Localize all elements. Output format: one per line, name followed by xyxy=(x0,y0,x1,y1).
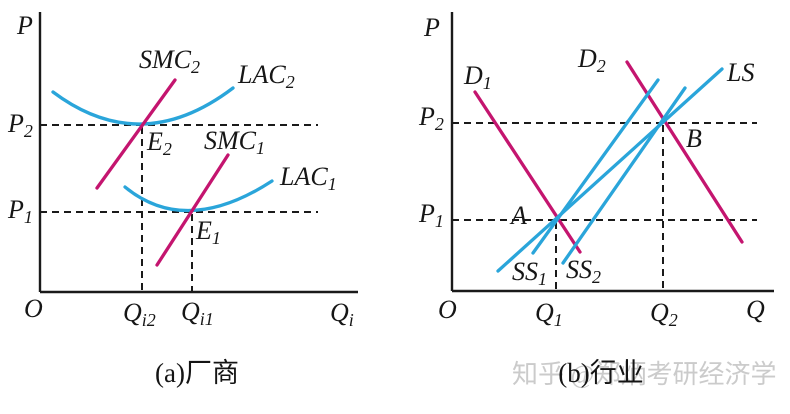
ss2-label-subscript: 2 xyxy=(592,267,601,288)
a-x-axis-label-subscript: i xyxy=(348,310,354,331)
b-p1-label-subscript: 1 xyxy=(434,211,444,232)
lac2-label-text: LAC xyxy=(238,60,286,89)
lac2-label: LAC2 xyxy=(238,60,295,91)
smc1-label-text: SMC xyxy=(204,126,256,155)
ss1-label-text: SS xyxy=(512,257,538,286)
a-p2-label-subscript: 2 xyxy=(23,121,33,142)
point-b-label-text: B xyxy=(686,124,702,153)
smc2-label-subscript: 2 xyxy=(191,57,200,78)
point-b-label: B xyxy=(686,125,702,152)
q2-label-subscript: 2 xyxy=(668,310,678,331)
ss1-curve xyxy=(531,78,660,255)
b-origin-label: O xyxy=(438,296,457,323)
b-y-axis-label: P xyxy=(424,14,440,41)
ss2-curve xyxy=(561,86,687,265)
b-p2-label-subscript: 2 xyxy=(434,114,444,135)
a-qi1-label: Qi1 xyxy=(181,297,214,328)
point-a-label: A xyxy=(511,202,527,229)
lac1-label-text: LAC xyxy=(280,162,328,191)
a-qi2-label-subscript: i2 xyxy=(141,310,156,331)
d1-curve xyxy=(473,90,582,254)
a-qi1-label-subscript: i1 xyxy=(199,309,214,330)
e1-label-subscript: 1 xyxy=(211,228,221,249)
ss2-label: SS2 xyxy=(566,255,601,286)
a-p1-label-subscript: 1 xyxy=(23,207,33,228)
ss1-label: SS1 xyxy=(512,257,547,288)
a-origin-label-text: O xyxy=(24,294,43,323)
a-p1-label-text: P xyxy=(8,195,24,224)
e2-label-subscript: 2 xyxy=(162,139,172,160)
q1-label-subscript: 1 xyxy=(553,310,563,331)
b-p2-label-text: P xyxy=(419,102,435,131)
b-p2-label: P2 xyxy=(419,102,444,133)
smc1-label: SMC1 xyxy=(204,126,265,157)
e2-label-text: E xyxy=(147,127,163,156)
watermark-text: 知乎 @郑炳考研经济学 xyxy=(512,360,777,389)
b-p1-label-text: P xyxy=(419,199,435,228)
lac1-label-subscript: 1 xyxy=(327,174,337,195)
a-p2-label-text: P xyxy=(8,109,24,138)
q2-label-text: Q xyxy=(650,298,669,327)
q1-label: Q1 xyxy=(535,298,563,329)
d2-label: D2 xyxy=(578,44,606,75)
e1-label: E1 xyxy=(196,216,221,247)
panel-b-caption: (b)行业 xyxy=(558,358,644,388)
a-y-axis-label-text: P xyxy=(17,11,33,40)
panel-a-caption: (a)厂商 xyxy=(155,358,239,388)
ss2-label-text: SS xyxy=(566,255,592,284)
d1-label-text: D xyxy=(464,61,483,90)
a-y-axis-label: P xyxy=(17,12,33,39)
a-qi1-label-text: Q xyxy=(181,297,200,326)
point-a-label-text: A xyxy=(511,201,527,230)
lac2-label-subscript: 2 xyxy=(285,72,295,93)
b-y-axis-label-text: P xyxy=(424,13,440,42)
smc2-curve xyxy=(95,78,177,190)
smc2-label: SMC2 xyxy=(139,45,200,76)
ls-label-text: LS xyxy=(727,58,755,87)
ls-curve xyxy=(496,67,724,273)
smc2-label-text: SMC xyxy=(139,45,191,74)
a-x-axis-label-text: Q xyxy=(330,298,349,327)
d1-label: D1 xyxy=(464,61,492,92)
b-p1-label: P1 xyxy=(419,199,444,230)
a-qi2-label: Qi2 xyxy=(123,298,156,329)
b-origin-label-text: O xyxy=(438,295,457,324)
b-x-axis-label: Q xyxy=(746,296,765,323)
a-p1-label: P1 xyxy=(8,195,33,226)
d2-label-subscript: 2 xyxy=(596,56,606,77)
ss1-label-subscript: 1 xyxy=(538,269,547,290)
lac1-label: LAC1 xyxy=(280,162,337,193)
a-qi2-label-text: Q xyxy=(123,298,142,327)
q2-label: Q2 xyxy=(650,298,678,329)
e2-label: E2 xyxy=(147,127,172,158)
d2-curve xyxy=(625,60,744,244)
d1-label-subscript: 1 xyxy=(482,73,492,94)
b-x-axis-label-text: Q xyxy=(746,295,765,324)
ls-label: LS xyxy=(727,59,754,86)
q1-label-text: Q xyxy=(535,298,554,327)
a-x-axis-label: Qi xyxy=(330,298,354,329)
e1-label-text: E xyxy=(196,216,212,245)
d2-label-text: D xyxy=(578,44,597,73)
smc1-label-subscript: 1 xyxy=(256,138,265,159)
a-origin-label: O xyxy=(24,295,43,322)
smc1-curve xyxy=(155,153,230,267)
a-p2-label: P2 xyxy=(8,109,33,140)
